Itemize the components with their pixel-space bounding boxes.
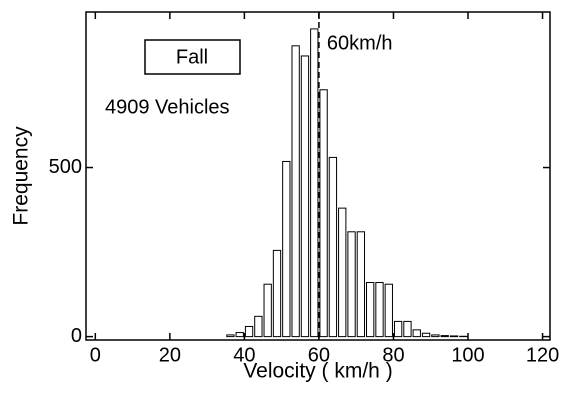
bar — [244, 325, 254, 338]
y-tick-label: 500 — [49, 156, 82, 178]
bar — [291, 45, 300, 338]
bar — [235, 332, 244, 338]
bar — [300, 55, 310, 338]
bar — [263, 283, 272, 338]
x-tick-label: 80 — [382, 344, 404, 366]
x-tick-label: 0 — [90, 344, 101, 366]
y-axis-label: Frequency — [10, 126, 33, 226]
x-tick-label: 60 — [308, 344, 330, 366]
x-tick-label: 120 — [526, 344, 559, 366]
plot-frame — [85, 11, 551, 341]
x-tick-label: 20 — [159, 344, 181, 366]
bar — [421, 332, 431, 338]
bar — [310, 28, 319, 338]
y-tick-label: 0 — [71, 325, 82, 347]
x-tick-label: 100 — [451, 344, 484, 366]
annotation: 4909 Vehicles — [105, 96, 230, 118]
bar — [347, 231, 356, 338]
bar — [375, 282, 384, 338]
bar — [384, 283, 393, 338]
reference-label: 60km/h — [327, 32, 393, 54]
bar — [338, 207, 347, 338]
bar — [431, 334, 440, 338]
bar — [226, 334, 235, 338]
bar — [393, 320, 403, 338]
bar — [449, 335, 459, 338]
bar — [319, 89, 328, 338]
bar — [412, 329, 421, 338]
legend-box — [144, 39, 241, 75]
legend-label: Fall — [176, 46, 208, 68]
bar — [254, 315, 263, 338]
bar — [440, 335, 449, 338]
bar — [403, 320, 412, 338]
bar — [356, 231, 366, 338]
x-tick-label: 40 — [233, 344, 255, 366]
bar — [366, 282, 375, 338]
bar — [282, 160, 291, 338]
x-axis-label: Velocity ( km/h ) — [243, 360, 392, 383]
bar — [328, 156, 338, 338]
bar — [272, 249, 282, 338]
